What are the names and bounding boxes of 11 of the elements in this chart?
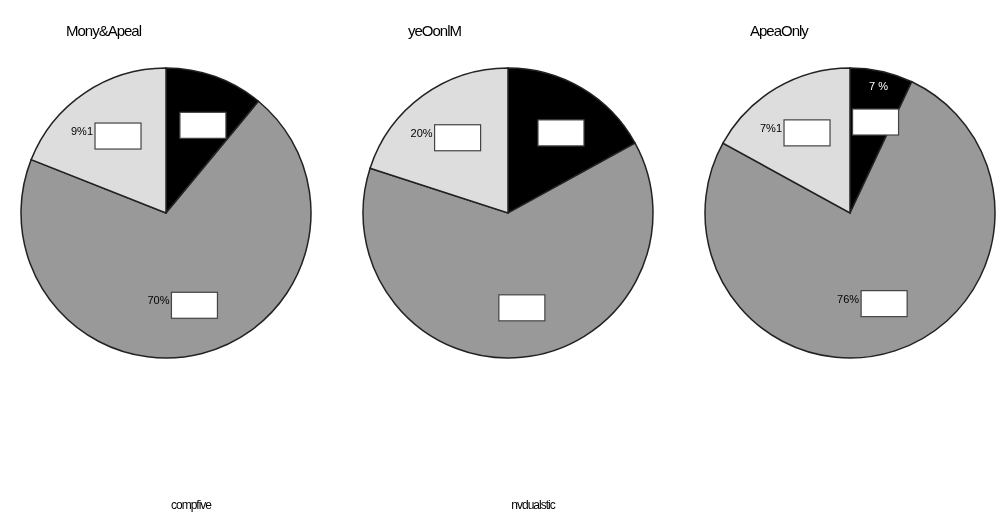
text: nvdualstic xyxy=(511,498,556,512)
text: 7%1 xyxy=(759,121,783,134)
data-label: 20% xyxy=(410,126,433,139)
text: 9%1 xyxy=(70,125,94,138)
data-label: 7 % xyxy=(868,79,889,92)
text: compfive xyxy=(170,498,213,512)
data-label: 70% xyxy=(147,294,170,307)
chart-title: yeOonlM xyxy=(408,22,462,39)
data-label: 76% xyxy=(837,292,860,305)
chart-title: ApeaOnly xyxy=(750,22,810,39)
chart-title: Mony&Apeal xyxy=(66,22,142,39)
